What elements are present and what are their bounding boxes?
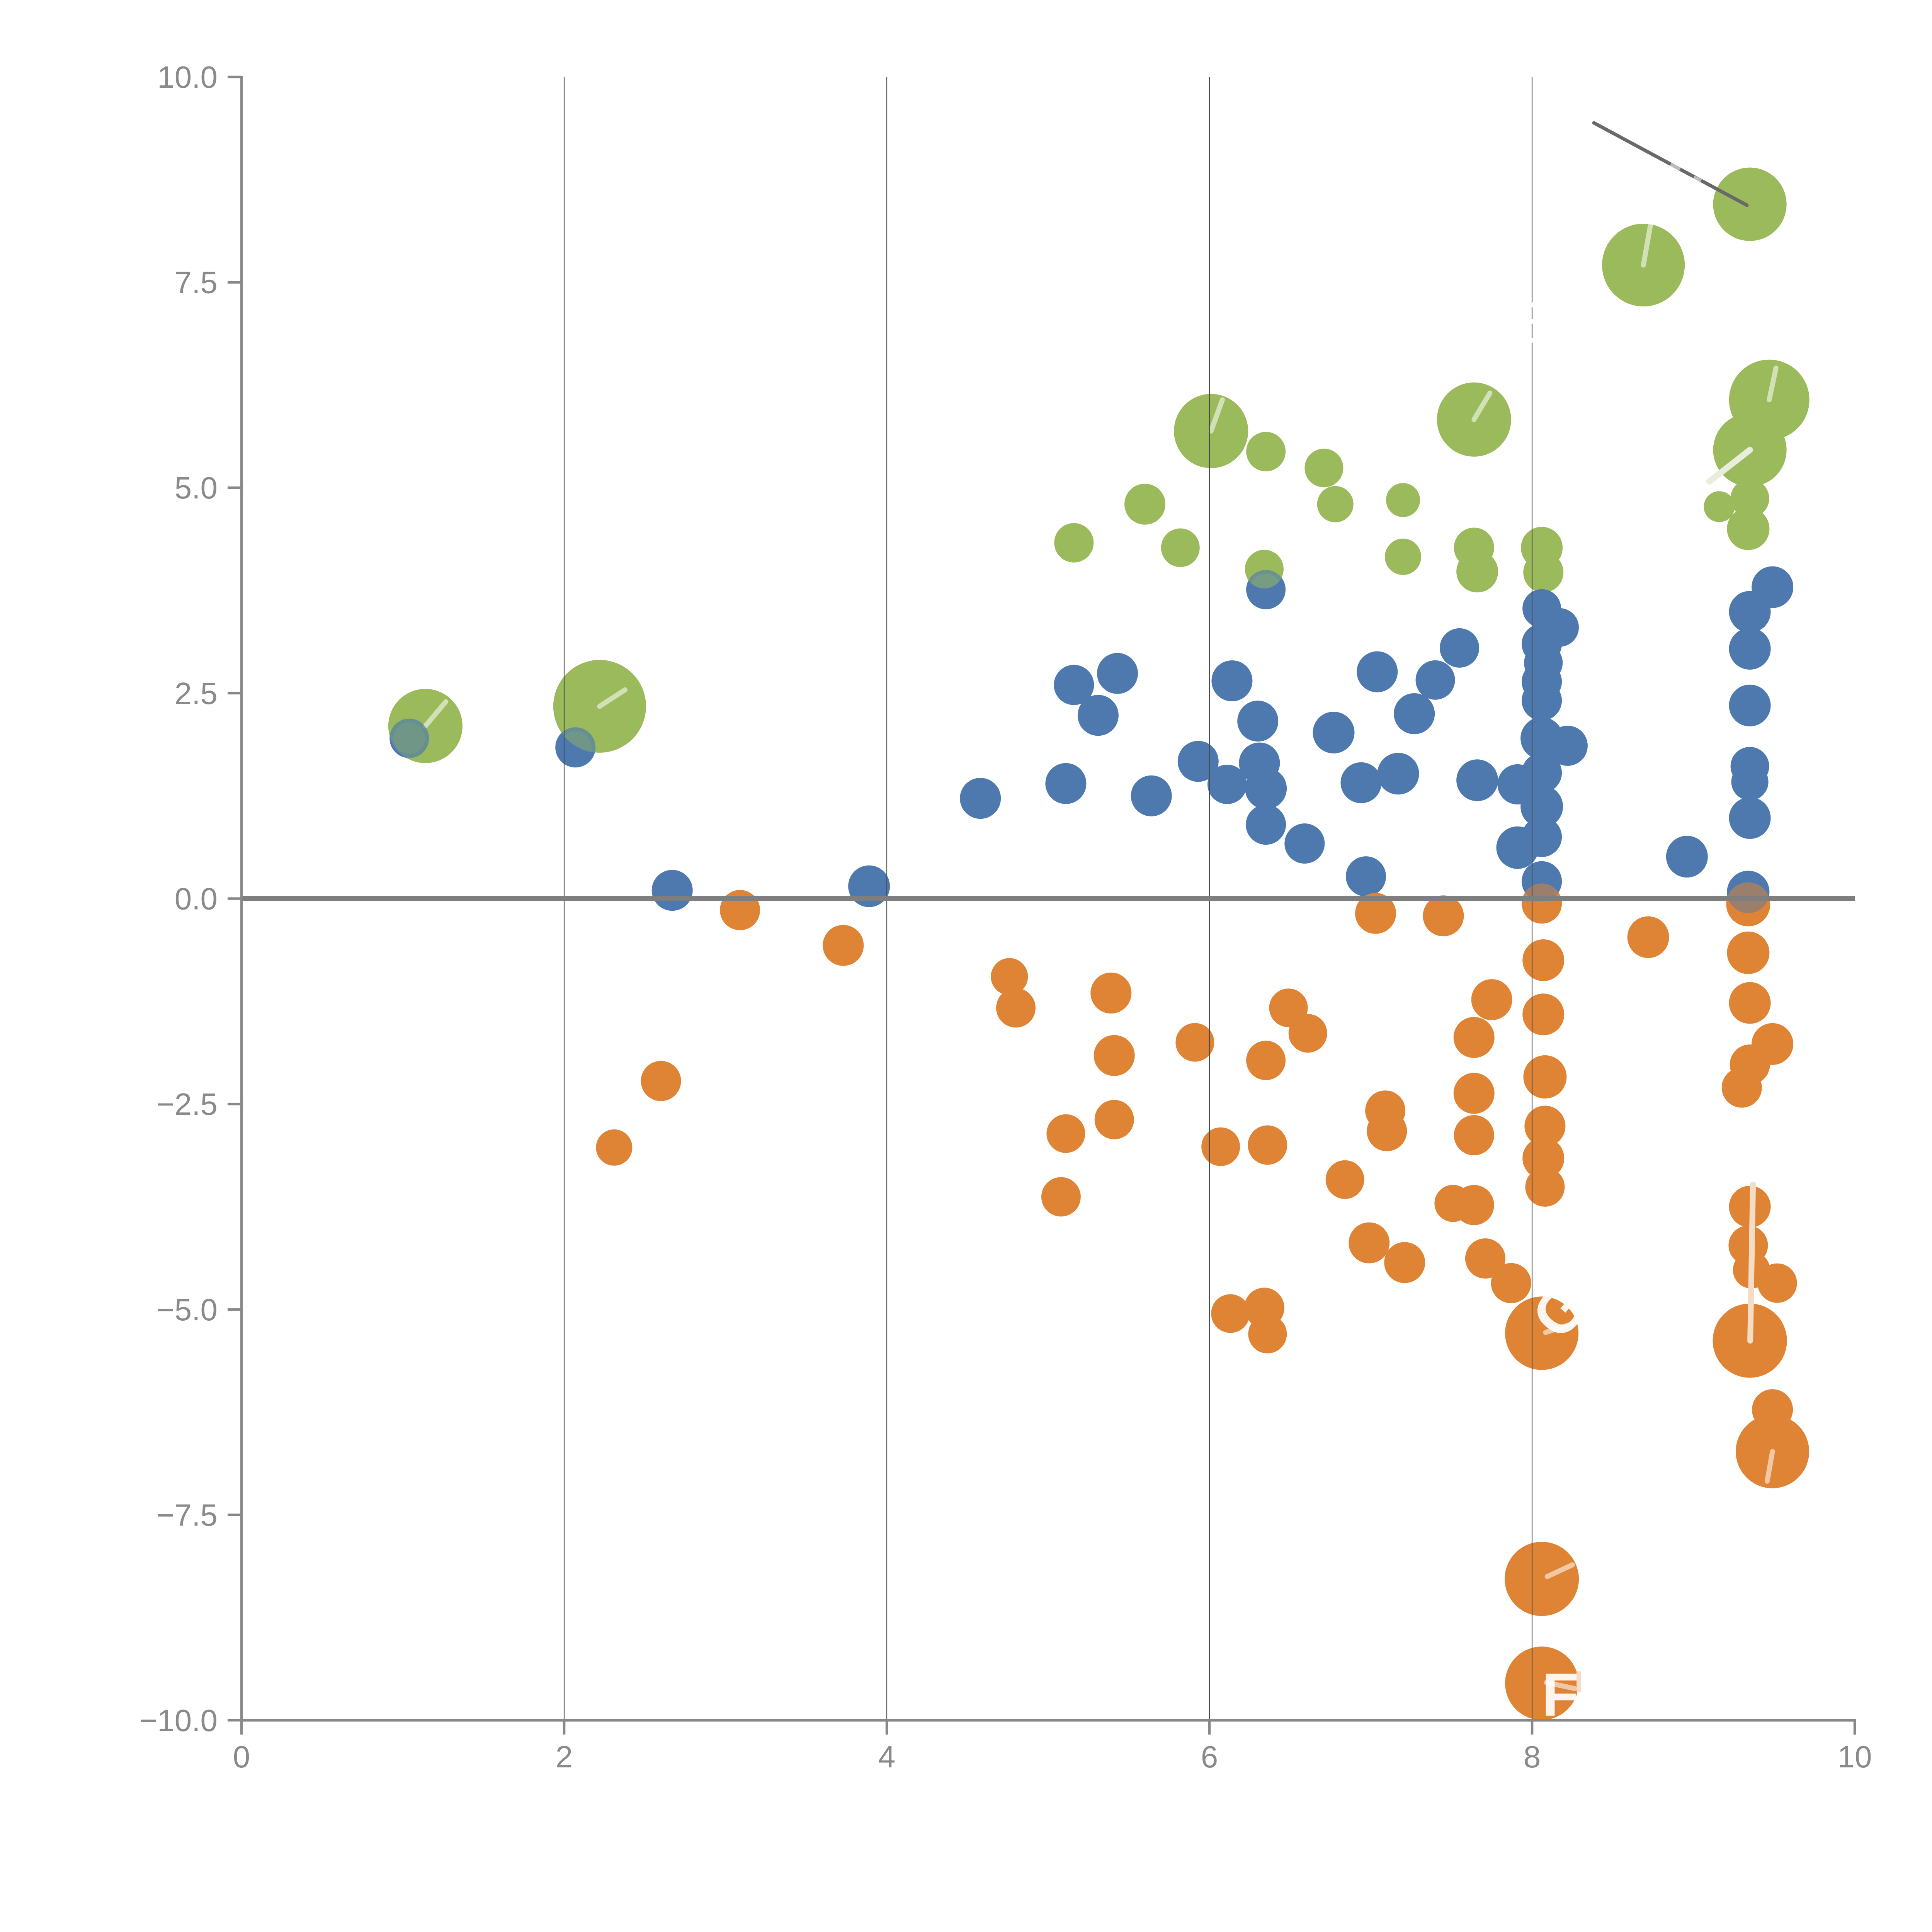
svg-text:0.0: 0.0: [175, 882, 218, 916]
svg-text:5.0: 5.0: [175, 471, 218, 505]
svg-text:4: 4: [878, 1740, 896, 1774]
svg-text:10.0: 10.0: [157, 60, 218, 94]
svg-text:6: 6: [1201, 1740, 1218, 1774]
svg-text:8: 8: [1524, 1740, 1541, 1774]
svg-text:10: 10: [1838, 1740, 1872, 1774]
svg-text:2: 2: [556, 1740, 573, 1774]
svg-text:−2.5: −2.5: [156, 1087, 218, 1121]
svg-text:0: 0: [233, 1740, 250, 1774]
svg-text:−5.0: −5.0: [156, 1293, 218, 1327]
svg-text:2.5: 2.5: [175, 676, 218, 711]
svg-text:7.5: 7.5: [175, 265, 218, 300]
svg-text:−10.0: −10.0: [139, 1703, 218, 1738]
svg-text:−7.5: −7.5: [156, 1498, 218, 1532]
svg-text:F: F: [1542, 1661, 1579, 1729]
